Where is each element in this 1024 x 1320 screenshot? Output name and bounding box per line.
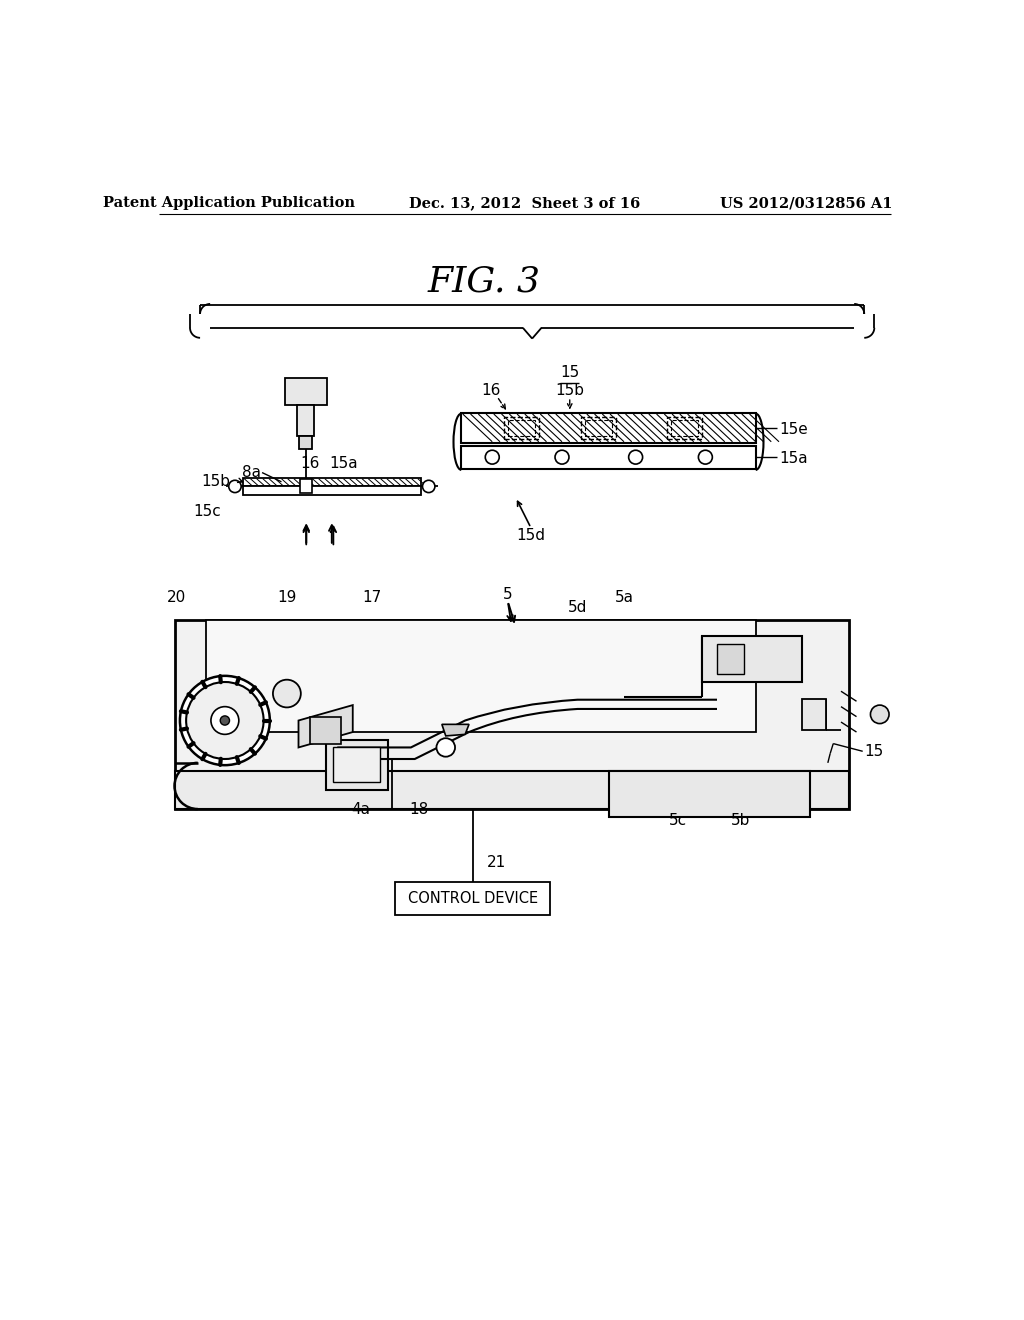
Text: 4a: 4a [351, 801, 370, 817]
Text: 15d: 15d [516, 528, 546, 544]
Bar [608, 771, 810, 817]
Bar [243, 478, 421, 487]
Circle shape [555, 450, 569, 465]
Bar [174, 771, 849, 809]
Bar [297, 405, 314, 436]
Text: 5d: 5d [568, 599, 587, 615]
Text: 15: 15 [560, 366, 580, 380]
Text: 5c: 5c [670, 813, 687, 828]
Text: 16: 16 [481, 383, 501, 399]
Bar [701, 636, 802, 682]
Text: 5b: 5b [730, 813, 750, 828]
Bar [504, 417, 539, 438]
Circle shape [220, 715, 229, 725]
Text: 15: 15 [864, 743, 884, 759]
Circle shape [423, 480, 435, 492]
Circle shape [485, 450, 500, 465]
Text: 15b: 15b [555, 383, 585, 399]
Text: 8a: 8a [243, 465, 261, 480]
Text: 15e: 15e [779, 422, 808, 437]
Circle shape [273, 680, 301, 708]
Bar [206, 620, 756, 733]
Text: 5: 5 [503, 587, 513, 602]
Bar [174, 620, 849, 809]
Circle shape [629, 450, 643, 465]
Text: 18: 18 [409, 801, 428, 817]
Text: 5a: 5a [614, 590, 634, 605]
Circle shape [228, 480, 241, 492]
Text: Dec. 13, 2012  Sheet 3 of 16: Dec. 13, 2012 Sheet 3 of 16 [410, 197, 640, 210]
Text: FIG. 3: FIG. 3 [428, 264, 541, 298]
Text: 15a: 15a [779, 451, 808, 466]
Polygon shape [299, 705, 352, 747]
Bar [717, 644, 744, 675]
Circle shape [698, 450, 713, 465]
Circle shape [870, 705, 889, 723]
Bar [326, 739, 388, 789]
Bar [334, 747, 380, 781]
Text: CONTROL DEVICE: CONTROL DEVICE [408, 891, 538, 906]
Circle shape [186, 682, 263, 759]
Text: 20: 20 [167, 590, 186, 605]
Bar [508, 420, 535, 436]
Circle shape [180, 676, 270, 766]
Circle shape [436, 738, 455, 756]
Bar [285, 378, 328, 405]
Text: US 2012/0312856 A1: US 2012/0312856 A1 [720, 197, 892, 210]
Bar [395, 882, 550, 915]
Text: 15c: 15c [194, 503, 221, 519]
Text: 15a: 15a [329, 455, 357, 471]
Bar [310, 717, 341, 743]
Bar [802, 700, 825, 730]
Polygon shape [442, 725, 469, 737]
Bar [586, 420, 612, 436]
Text: Patent Application Publication: Patent Application Publication [102, 197, 354, 210]
Bar [299, 436, 311, 449]
Bar [461, 446, 756, 469]
Bar [667, 417, 701, 438]
Circle shape [211, 706, 239, 734]
Text: 15b: 15b [202, 474, 230, 490]
Bar [300, 479, 312, 494]
Text: 19: 19 [278, 590, 297, 605]
Bar [671, 420, 697, 436]
Text: 16: 16 [300, 455, 319, 471]
Bar [243, 487, 421, 495]
Bar [461, 413, 756, 444]
Text: 17: 17 [362, 590, 382, 605]
Text: 21: 21 [486, 855, 506, 870]
Bar [582, 417, 616, 438]
